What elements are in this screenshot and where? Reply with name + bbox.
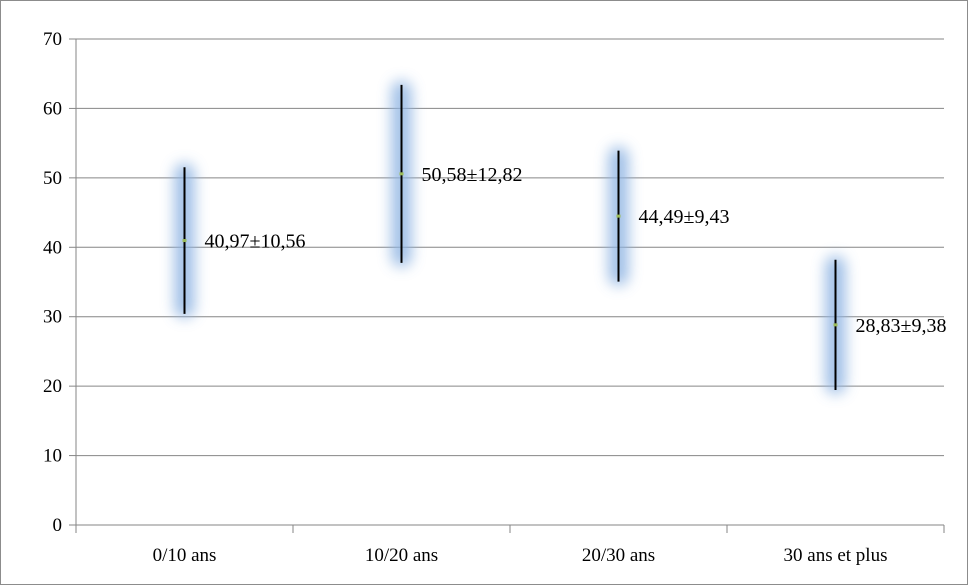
data-label: 44,49±9,43	[639, 206, 730, 228]
data-label: 40,97±10,56	[205, 231, 306, 253]
axes	[69, 38, 945, 533]
y-tick-label: 40	[43, 237, 62, 258]
y-tick-label: 10	[43, 446, 62, 467]
x-tick-label: 30 ans et plus	[784, 545, 888, 566]
x-tick-label: 20/30 ans	[582, 545, 655, 566]
mean-point	[182, 239, 187, 243]
y-tick-label: 20	[43, 376, 62, 397]
error-bar-glows	[174, 80, 846, 394]
mean-point	[833, 323, 838, 327]
data-labels: 40,97±10,56 50,58±12,82 44,49±9,43 28,83±9,…	[205, 164, 947, 337]
data-label: 50,58±12,82	[422, 164, 523, 186]
mean-points	[182, 172, 838, 327]
y-tick-label: 60	[43, 98, 62, 119]
y-tick-label: 70	[43, 29, 62, 50]
x-tick-label: 10/20 ans	[365, 545, 438, 566]
y-tick-label: 50	[43, 168, 62, 189]
mean-point	[399, 172, 404, 176]
y-tick-label: 30	[43, 307, 62, 328]
x-tick-label: 0/10 ans	[153, 545, 217, 566]
y-tick-labels: 0 10 20 30 40 50 60 70	[43, 29, 62, 536]
y-tick-label: 0	[53, 515, 63, 536]
x-tick-labels: 0/10 ans 10/20 ans 20/30 ans 30 ans et plus	[153, 545, 888, 566]
gridlines	[76, 38, 944, 457]
data-label: 28,83±9,38	[856, 315, 947, 337]
mean-point	[616, 214, 621, 218]
